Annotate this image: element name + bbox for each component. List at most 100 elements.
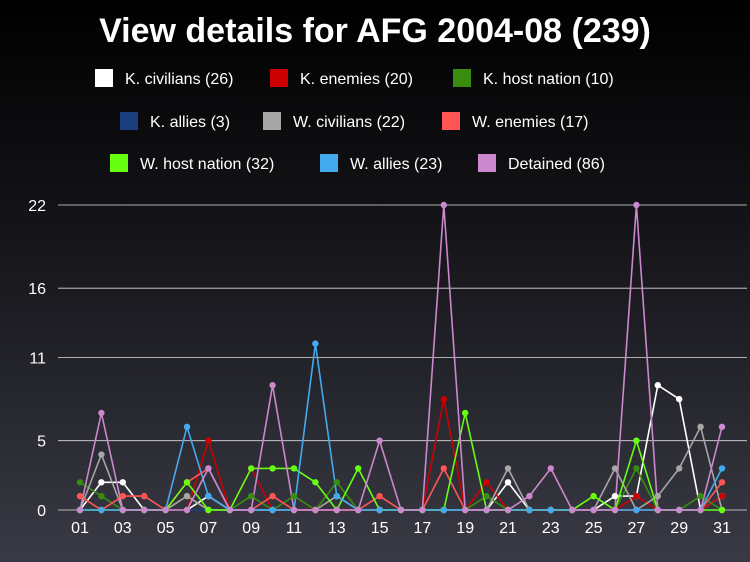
data-point[interactable] — [697, 423, 704, 431]
legend-item[interactable]: K. enemies (20) — [270, 69, 413, 88]
data-point[interactable] — [718, 423, 726, 431]
data-point[interactable] — [98, 492, 105, 500]
data-point[interactable] — [611, 492, 619, 500]
data-point[interactable] — [718, 506, 726, 514]
data-point[interactable] — [205, 437, 212, 444]
data-point[interactable] — [355, 506, 362, 514]
data-point[interactable] — [76, 506, 84, 514]
data-point[interactable] — [312, 479, 319, 486]
data-point[interactable] — [226, 506, 233, 514]
data-point[interactable] — [98, 451, 105, 458]
data-point[interactable] — [119, 479, 127, 486]
legend-item[interactable]: W. enemies (17) — [442, 112, 588, 131]
series-points[interactable] — [76, 201, 726, 514]
legend-item[interactable]: K. host nation (10) — [453, 69, 614, 88]
data-point[interactable] — [569, 506, 576, 514]
data-point[interactable] — [590, 492, 597, 500]
data-point[interactable] — [504, 465, 512, 472]
data-point[interactable] — [397, 506, 405, 514]
legend-item[interactable]: W. civilians (22) — [263, 112, 405, 131]
data-point[interactable] — [697, 492, 704, 500]
data-point[interactable] — [654, 506, 661, 514]
data-point[interactable] — [269, 465, 276, 472]
data-point[interactable] — [141, 492, 148, 500]
data-point[interactable] — [676, 395, 683, 403]
data-point[interactable] — [440, 465, 447, 472]
data-point[interactable] — [269, 506, 276, 514]
data-point[interactable] — [718, 479, 726, 486]
data-point[interactable] — [611, 465, 619, 472]
data-point[interactable] — [183, 506, 191, 514]
data-point[interactable] — [547, 506, 554, 514]
data-point[interactable] — [440, 506, 447, 514]
data-point[interactable] — [376, 506, 383, 514]
data-point[interactable] — [290, 492, 298, 500]
data-point[interactable] — [697, 506, 704, 514]
data-point[interactable] — [718, 492, 726, 500]
legend-item[interactable]: K. allies (3) — [120, 112, 230, 131]
data-point[interactable] — [718, 465, 726, 472]
data-point[interactable] — [248, 492, 255, 500]
data-point[interactable] — [162, 506, 169, 514]
data-point[interactable] — [290, 506, 298, 514]
data-point[interactable] — [462, 409, 469, 417]
data-point[interactable] — [654, 492, 661, 500]
data-point[interactable] — [205, 506, 212, 514]
data-point[interactable] — [98, 409, 105, 417]
data-point[interactable] — [440, 395, 447, 403]
legend-item[interactable]: W. allies (23) — [320, 154, 442, 173]
data-point[interactable] — [504, 506, 512, 514]
data-point[interactable] — [312, 340, 319, 347]
data-point[interactable] — [183, 492, 191, 500]
data-point[interactable] — [376, 492, 383, 500]
data-point[interactable] — [248, 465, 255, 472]
data-point[interactable] — [419, 506, 426, 514]
data-point[interactable] — [526, 492, 533, 500]
data-point[interactable] — [98, 479, 105, 486]
legend-item[interactable]: Detained (86) — [478, 154, 605, 173]
data-point[interactable] — [312, 506, 319, 514]
data-point[interactable] — [333, 506, 340, 514]
data-point[interactable] — [633, 437, 640, 444]
data-point[interactable] — [76, 492, 84, 500]
data-point[interactable] — [547, 465, 554, 472]
legend-item[interactable]: K. civilians (26) — [95, 69, 233, 88]
data-point[interactable] — [290, 465, 298, 472]
data-point[interactable] — [183, 423, 191, 431]
data-point[interactable] — [590, 506, 597, 514]
data-point[interactable] — [119, 506, 127, 514]
data-point[interactable] — [462, 506, 469, 514]
legend-item[interactable]: W. host nation (32) — [110, 154, 274, 173]
data-point[interactable] — [526, 506, 533, 514]
data-point[interactable] — [676, 465, 683, 472]
data-point[interactable] — [376, 437, 383, 444]
data-point[interactable] — [483, 479, 490, 486]
data-point[interactable] — [483, 506, 490, 514]
data-point[interactable] — [269, 382, 276, 389]
data-point[interactable] — [483, 492, 490, 500]
data-point[interactable] — [248, 506, 255, 514]
data-point[interactable] — [504, 479, 512, 486]
data-point[interactable] — [76, 479, 84, 486]
data-point[interactable] — [183, 479, 191, 486]
data-point[interactable] — [611, 506, 619, 514]
data-point[interactable] — [333, 492, 340, 500]
data-point[interactable] — [654, 382, 661, 389]
data-point[interactable] — [676, 506, 683, 514]
data-point[interactable] — [98, 506, 105, 514]
series-line — [80, 398, 723, 511]
data-point[interactable] — [205, 465, 212, 472]
data-point[interactable] — [141, 506, 148, 514]
data-point[interactable] — [633, 492, 640, 500]
data-point[interactable] — [440, 201, 447, 209]
data-point[interactable] — [205, 492, 212, 500]
data-point[interactable] — [269, 492, 276, 500]
legend[interactable]: K. civilians (26) K. enemies (20) K. host … — [95, 69, 614, 173]
data-point[interactable] — [119, 492, 127, 500]
data-point[interactable] — [633, 201, 640, 209]
data-point[interactable] — [355, 465, 362, 472]
data-point[interactable] — [633, 465, 640, 472]
data-point[interactable] — [333, 479, 340, 486]
data-point[interactable] — [633, 506, 640, 514]
